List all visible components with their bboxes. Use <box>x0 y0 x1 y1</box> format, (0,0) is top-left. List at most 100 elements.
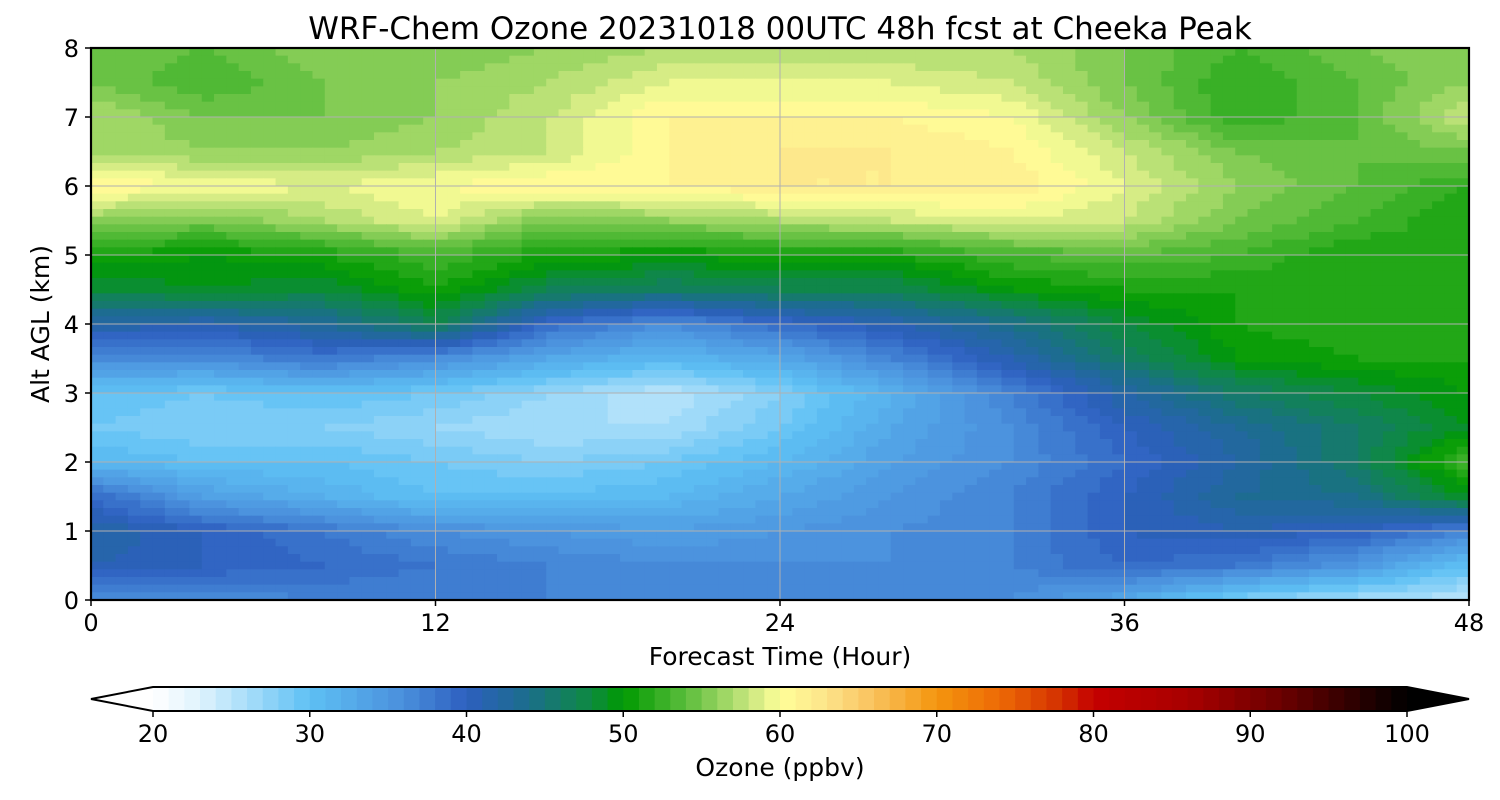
contour-cell <box>792 55 806 64</box>
contour-cell <box>1026 301 1039 310</box>
contour-cell <box>1001 270 1015 279</box>
contour-cell <box>927 140 941 149</box>
contour-cell <box>214 278 227 287</box>
contour-cell <box>718 63 732 72</box>
contour-cell <box>583 170 597 179</box>
contour-cell <box>1099 331 1113 340</box>
contour-cell <box>127 55 141 64</box>
contour-cell <box>1186 186 1199 195</box>
contour-cell <box>361 324 375 333</box>
contour-cell <box>1419 377 1433 386</box>
contour-cell <box>484 147 498 156</box>
contour-cell <box>1075 324 1089 333</box>
contour-cell <box>386 124 400 133</box>
contour-cell <box>1432 101 1445 110</box>
contour-cell <box>484 48 498 57</box>
contour-cell <box>767 109 781 118</box>
contour-cell <box>583 109 597 118</box>
contour-cell <box>1112 370 1126 379</box>
contour-cell <box>558 347 572 356</box>
contour-cell <box>1358 247 1372 256</box>
contour-cell <box>1186 71 1199 80</box>
contour-cell <box>91 132 104 141</box>
contour-cell <box>398 201 412 210</box>
contour-cell <box>669 124 683 133</box>
contour-cell <box>546 170 560 179</box>
contour-cell <box>976 101 990 110</box>
contour-cell <box>127 316 141 325</box>
contour-cell <box>214 86 227 95</box>
contour-cell <box>1345 308 1359 317</box>
contour-cell <box>1186 94 1199 103</box>
contour-cell <box>878 285 892 294</box>
contour-cell <box>460 209 474 218</box>
contour-cell <box>238 270 252 279</box>
contour-cell <box>1026 147 1039 156</box>
contour-cell <box>484 117 498 126</box>
contour-cell <box>1173 101 1187 110</box>
contour-cell <box>878 71 892 80</box>
contour-cell <box>447 170 461 179</box>
contour-cell <box>853 224 867 233</box>
contour-cell <box>201 270 215 279</box>
contour-cell <box>693 354 707 363</box>
contour-cell <box>201 170 215 179</box>
contour-cell <box>743 293 756 302</box>
contour-cell <box>816 262 830 271</box>
contour-cell <box>398 239 412 248</box>
contour-cell <box>669 285 683 294</box>
contour-cell <box>1345 201 1359 210</box>
contour-cell <box>472 377 486 386</box>
contour-cell <box>1345 124 1359 133</box>
contour-cell <box>755 78 769 87</box>
contour-cell <box>939 347 953 356</box>
contour-cell <box>435 301 449 310</box>
contour-cell <box>533 324 547 333</box>
contour-cell <box>841 308 855 317</box>
contour-cell <box>226 140 240 149</box>
contour-cell <box>1075 178 1089 187</box>
contour-cell <box>1026 331 1039 340</box>
contour-cell <box>1075 278 1089 287</box>
contour-cell <box>595 270 609 279</box>
contour-cell <box>1075 362 1089 371</box>
contour-cell <box>460 155 474 164</box>
contour-cell <box>103 140 117 149</box>
contour-cell <box>1149 201 1163 210</box>
contour-cell <box>632 186 646 195</box>
contour-cell <box>841 48 855 57</box>
contour-cell <box>1272 270 1286 279</box>
contour-cell <box>152 78 166 87</box>
contour-cell <box>546 117 560 126</box>
contour-cell <box>1075 316 1089 325</box>
contour-cell <box>681 339 695 348</box>
contour-cell <box>681 193 695 202</box>
contour-cell <box>287 101 301 110</box>
contour-cell <box>1001 331 1015 340</box>
contour-cell <box>447 239 461 248</box>
contour-cell <box>939 278 953 287</box>
contour-cell <box>1333 193 1347 202</box>
contour-cell <box>1026 255 1039 264</box>
contour-cell <box>263 385 277 394</box>
contour-cell <box>472 316 486 325</box>
contour-cell <box>595 209 609 218</box>
contour-cell <box>989 201 1003 210</box>
contour-cell <box>386 140 400 149</box>
contour-cell <box>1309 308 1322 317</box>
contour-cell <box>410 293 424 302</box>
contour-cell <box>829 262 843 271</box>
contour-cell <box>1136 78 1150 87</box>
contour-cell <box>767 71 781 80</box>
contour-cell <box>152 63 166 72</box>
contour-cell <box>620 224 633 233</box>
contour-cell <box>718 262 732 271</box>
contour-cell <box>1247 86 1261 95</box>
contour-cell <box>177 347 191 356</box>
contour-cell <box>497 78 510 87</box>
contour-cell <box>989 293 1003 302</box>
contour-cell <box>952 362 966 371</box>
contour-cell <box>447 201 461 210</box>
contour-cell <box>103 377 117 386</box>
contour-cell <box>1075 163 1089 172</box>
